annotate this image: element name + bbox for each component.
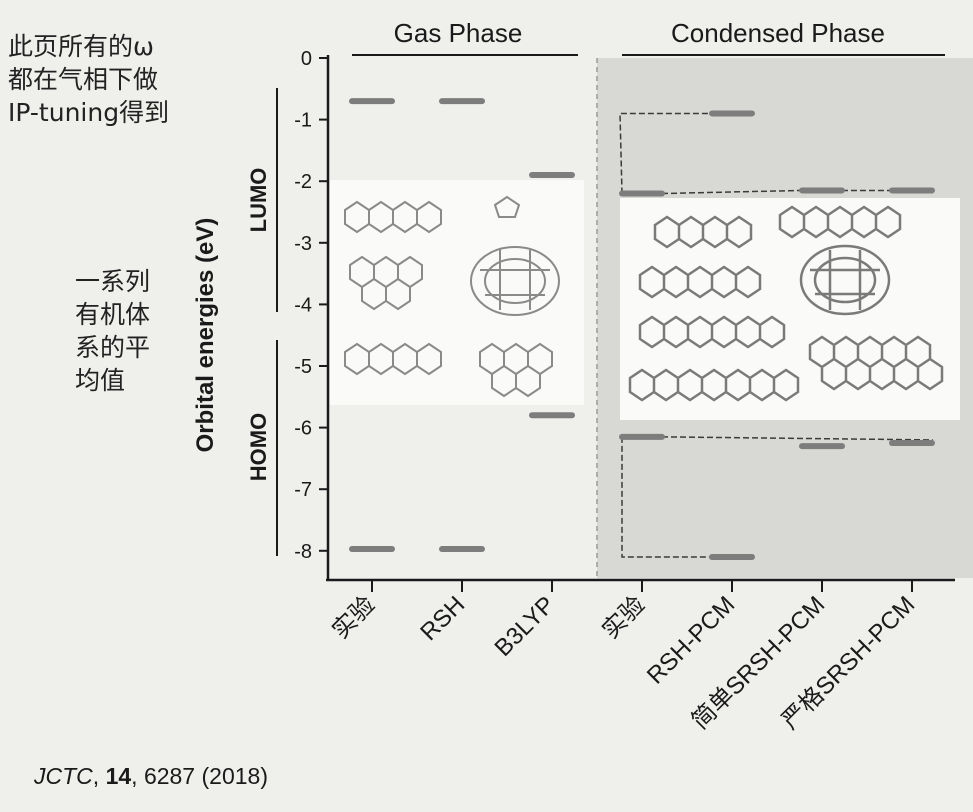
citation-pages: 6287 (2018) [143,763,268,789]
y-tick-label-5: -5 [294,356,312,378]
x-tick-label-2: B3LYP [490,591,561,662]
condensed-molecule-panel [620,198,960,420]
note-middle-line-2: 有机体 [75,300,151,329]
x-tick-label-1: RSH [415,591,470,646]
y-tick-label-3: -3 [294,233,312,255]
connector-homo-rsh [621,436,712,558]
energy-levels [349,98,935,560]
note-middle-line-4: 均值 [75,366,126,395]
y-tick-label-4: -4 [294,294,312,316]
group-header-gas: Gas Phase [394,18,523,48]
citation-journal: JCTC [34,763,93,789]
lumo-label: LUMO [246,168,271,233]
group-header-condensed: Condensed Phase [671,18,885,48]
note-middle-line-3: 系的平 [75,333,151,362]
x-tick-label-3: 实验 [597,591,650,644]
y-tick-label-1: -1 [294,110,312,132]
y-ticks: 0 -1 -2 -3 -4 -5 -6 -7 -8 [294,48,328,563]
y-tick-label-2: -2 [294,171,312,193]
note-top-line-2: 都在气相下做 [8,65,159,94]
y-axis-title: Orbital energies (eV) [192,218,219,453]
citation: JCTC, 14, 6287 (2018) [34,763,268,789]
note-top-line-3: IP-tuning得到 [8,98,170,127]
y-tick-label-0: 0 [301,48,312,70]
note-middle: 一系列 有机体 系的平 均值 [75,265,175,397]
x-ticks [371,580,913,592]
y-tick-label-7: -7 [294,479,312,501]
note-middle-line-1: 一系列 [75,267,151,296]
citation-volume: 14 [105,763,132,789]
gas-molecule-panel [330,180,584,405]
x-tick-label-0: 实验 [327,591,380,644]
homo-label: HOMO [246,413,271,481]
y-tick-label-8: -8 [294,541,312,563]
note-top-line-1: 此页所有的ω [8,32,154,61]
note-top: 此页所有的ω 都在气相下做 IP-tuning得到 [8,30,218,129]
y-tick-label-6: -6 [294,418,312,440]
x-tick-label-4: RSH-PCM [642,591,740,689]
